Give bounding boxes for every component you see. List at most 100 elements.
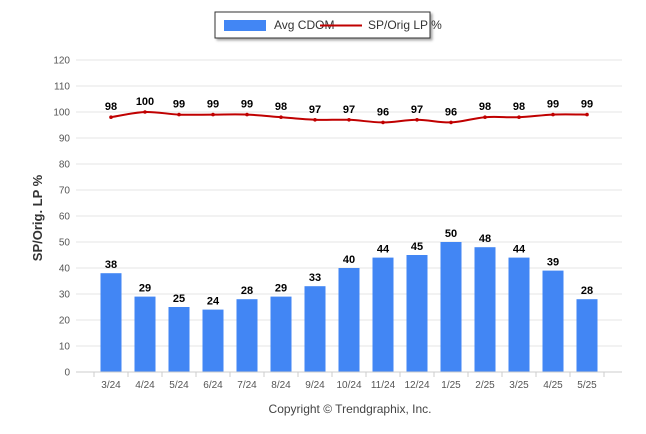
bar-data-label: 24: [207, 296, 220, 308]
line-data-label: 99: [547, 99, 559, 111]
bar: [508, 257, 530, 372]
line-point: [517, 115, 521, 119]
line-data-label: 96: [445, 106, 457, 118]
line-point: [585, 112, 589, 117]
line-point: [483, 115, 487, 119]
x-tick-label: 11/24: [371, 380, 396, 391]
y-tick-label: 120: [53, 56, 70, 67]
line-data-label: 98: [479, 101, 491, 113]
line-data-label: 99: [241, 99, 253, 111]
x-tick-label: 4/24: [135, 380, 155, 391]
x-tick-label: 9/24: [305, 380, 325, 391]
x-tick-label: 5/25: [577, 380, 597, 391]
y-tick-label: 20: [59, 316, 71, 327]
line-data-label: 99: [581, 99, 593, 111]
line-data-label: 99: [173, 99, 185, 111]
line-point: [279, 115, 283, 119]
bar: [202, 309, 224, 372]
y-tick-label: 50: [59, 238, 71, 249]
line-point: [245, 112, 249, 117]
bar: [474, 247, 496, 372]
bar-data-label: 44: [377, 244, 390, 256]
line-data-label: 99: [207, 99, 219, 111]
line-point: [177, 112, 181, 117]
x-tick-label: 10/24: [336, 380, 361, 391]
bar: [236, 299, 258, 372]
line-point: [381, 120, 385, 125]
bar-data-label: 38: [105, 259, 117, 271]
x-tick-label: 3/24: [101, 380, 121, 391]
line-data-label: 100: [136, 96, 154, 108]
bar: [542, 270, 564, 372]
x-tick-label: 1/25: [441, 380, 461, 391]
legend-label-sp: SP/Orig LP %: [368, 18, 442, 32]
bar: [338, 268, 360, 372]
legend: Avg CDOM SP/Orig LP %: [214, 11, 442, 39]
y-tick-label: 70: [59, 186, 71, 197]
bar: [168, 307, 190, 372]
bar-data-label: 40: [343, 254, 355, 266]
x-tick-label: 3/25: [509, 380, 529, 391]
bar-data-label: 28: [581, 285, 593, 297]
x-tick-label: 6/24: [203, 380, 223, 391]
line-data-label: 96: [377, 106, 389, 118]
bar-data-label: 50: [445, 228, 457, 240]
y-tick-label: 40: [59, 264, 71, 275]
bar-data-label: 39: [547, 257, 559, 269]
line-data-label: 97: [411, 104, 423, 116]
y-tick-label: 60: [59, 212, 71, 223]
bar: [576, 299, 598, 372]
x-tick-label: 7/24: [237, 380, 257, 391]
bar-data-label: 33: [309, 272, 321, 284]
line-data-label: 97: [309, 104, 321, 116]
bar-data-label: 48: [479, 233, 491, 245]
bar: [134, 296, 156, 372]
y-tick-label: 110: [54, 82, 70, 93]
y-tick-label: 0: [64, 368, 70, 379]
bar: [270, 296, 292, 372]
x-tick-label: 5/24: [169, 380, 189, 391]
line-point: [415, 118, 419, 122]
copyright-text: Copyright © Trendgraphix, Inc.: [269, 402, 432, 416]
line-point: [313, 118, 317, 122]
bar-data-label: 29: [275, 283, 287, 295]
line-point: [211, 112, 215, 117]
x-tick-label: 2/25: [475, 380, 495, 391]
bar-data-label: 25: [173, 293, 185, 305]
bar-data-label: 44: [513, 244, 526, 256]
x-axis-ticks: 3/24 4/24 5/24 6/24 7/24 8/24 9/24 10/24 11/24 12…: [76, 371, 622, 391]
line-point: [449, 120, 453, 125]
x-tick-label: 4/25: [543, 380, 563, 391]
bar: [372, 257, 394, 372]
line-data-label: 98: [275, 101, 287, 113]
bar: [440, 242, 462, 372]
y-tick-label: 80: [59, 160, 71, 171]
line-point: [109, 115, 113, 119]
x-tick-label: 8/24: [271, 380, 291, 391]
line-point: [143, 110, 147, 114]
legend-swatch-bar: [224, 20, 266, 31]
line-data-label: 98: [513, 101, 525, 113]
y-axis-ticks: 0 10 20 30 40 50 60 70 80 90 100 110 120: [53, 56, 70, 379]
line-data-label: 97: [343, 104, 355, 116]
line-point: [347, 118, 351, 122]
bar: [406, 255, 428, 372]
bar-data-label: 45: [411, 241, 423, 253]
x-tick-label: 12/24: [404, 380, 429, 391]
bar-data-label: 28: [241, 285, 253, 297]
legend-label-cdom: Avg CDOM: [274, 18, 334, 32]
line-data-label: 98: [105, 101, 117, 113]
line-point: [551, 112, 555, 117]
y-tick-label: 10: [59, 342, 71, 353]
y-tick-label: 90: [59, 134, 71, 145]
gridlines: [76, 59, 622, 373]
bars: 38 29 25 24 28 29 33 40 44 45 50 48 44 39 28: [100, 228, 598, 372]
bar: [100, 273, 122, 372]
y-tick-label: 100: [53, 108, 70, 119]
bar: [304, 286, 326, 372]
y-axis-label: SP/Orig. LP %: [30, 174, 45, 261]
line-series: 98 100 99 99 99 98 97 97 96 97 96 98 98 99 99: [105, 96, 593, 125]
bar-data-label: 29: [139, 283, 151, 295]
